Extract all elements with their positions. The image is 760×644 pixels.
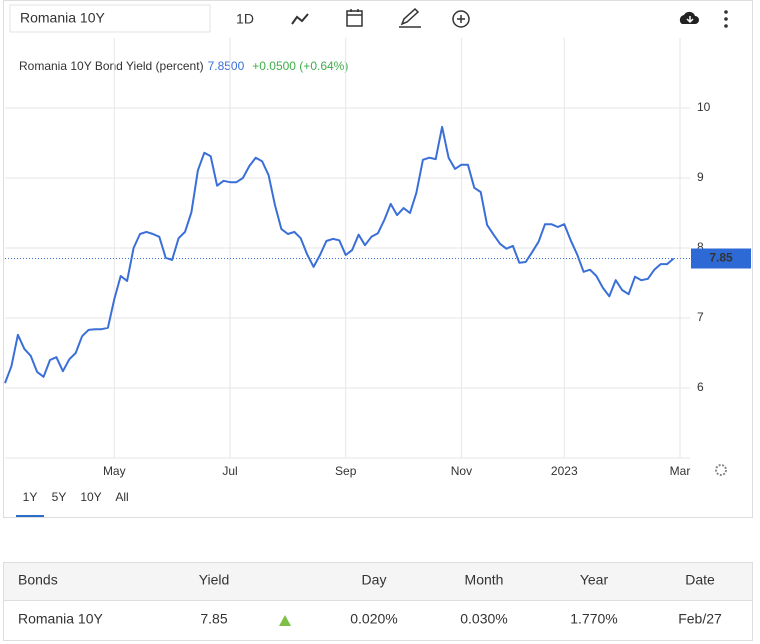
price-line [4, 125, 675, 384]
y-tick-label: 8 [697, 240, 704, 254]
x-tick-label: Jul [222, 464, 237, 478]
y-tick-label: 6 [697, 380, 704, 394]
last-price-label: 7.85 [709, 251, 733, 265]
search-text[interactable]: Romania 10Y [20, 10, 105, 26]
x-tick-label: Mar [670, 464, 691, 478]
settings-icon[interactable] [715, 464, 727, 476]
up-arrow [279, 615, 291, 626]
calendar-icon[interactable] [346, 9, 363, 27]
table-header-cell: Date [685, 572, 715, 588]
range-button[interactable]: 10Y [80, 490, 101, 504]
last-value: 7.8500 [208, 59, 245, 73]
table-header-cell: Bonds [18, 572, 58, 588]
draw-icon[interactable] [399, 7, 421, 28]
x-tick-label: Nov [451, 464, 472, 478]
table-cell: 0.030% [460, 611, 507, 627]
x-tick-label: May [103, 464, 126, 478]
line-icon[interactable] [291, 13, 309, 25]
add-icon[interactable] [452, 10, 470, 28]
table-header-cell: Month [465, 572, 504, 588]
range-button[interactable]: 5Y [52, 490, 67, 504]
y-tick-label: 9 [697, 170, 704, 184]
table-header-cell: Day [362, 572, 387, 588]
y-tick-label: 10 [697, 100, 711, 114]
table-cell: Feb/27 [678, 611, 722, 627]
chart-title: Romania 10Y Bond Yield (percent) 7.8500 +0… [19, 59, 348, 73]
range-button[interactable]: 1Y [23, 490, 38, 504]
table-header-cell: Year [580, 572, 609, 588]
table-cell: 1.770% [570, 611, 617, 627]
table-cell: 0.020% [350, 611, 397, 627]
table-header-cell: Yield [199, 572, 230, 588]
x-tick-label: 2023 [551, 464, 578, 478]
table-cell: Romania 10Y [18, 611, 103, 627]
download-icon[interactable] [679, 11, 699, 24]
menu-icon[interactable] [724, 10, 728, 28]
change-value: +0.0500 (+0.64%) [252, 59, 348, 73]
title-text: Romania 10Y Bond Yield (percent) [19, 59, 204, 73]
y-tick-label: 7 [697, 310, 704, 324]
range-button[interactable]: All [115, 490, 128, 504]
interval-button[interactable]: 1D [236, 11, 254, 27]
table-header [4, 563, 752, 600]
chart-panel [3, 0, 753, 518]
x-tick-label: Sep [335, 464, 357, 478]
last-price-box [691, 248, 751, 269]
table-cell: 7.85 [200, 611, 227, 627]
search-box[interactable] [9, 4, 211, 33]
